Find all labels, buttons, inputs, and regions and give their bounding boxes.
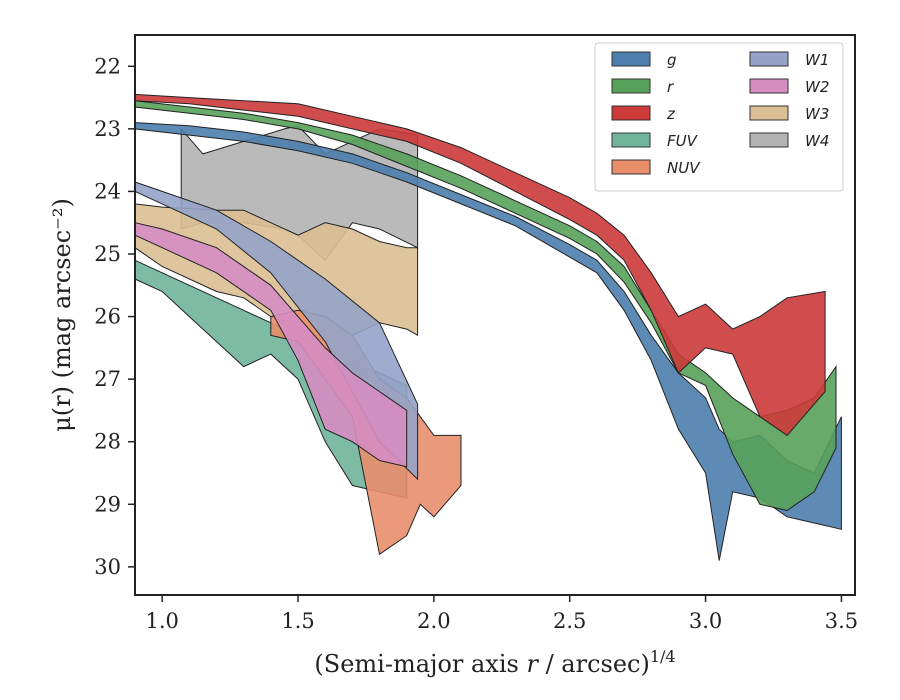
area-W2: [134, 222, 408, 468]
legend-label-W4: W4: [805, 132, 829, 150]
legend-swatch-r: [611, 78, 651, 94]
x-axis-label: (Semi-major axis r / arcsec)1/4: [314, 647, 675, 678]
area-z: [134, 93, 826, 437]
y-tick-label: 28: [94, 430, 121, 454]
legend: grz FUV NUV W1 W2 W3 W4: [594, 42, 844, 192]
legend-swatch-W2: [749, 78, 789, 94]
y-tick-label: 25: [94, 242, 121, 266]
legend-swatch-NUV: [611, 159, 651, 175]
y-tick-label: 29: [94, 492, 121, 516]
legend-label-z: z: [666, 105, 676, 123]
x-tick-label: 1.0: [145, 609, 178, 633]
legend-label-g: g: [667, 51, 677, 69]
y-axis-label: μ(r) (mag arcsec⁻²): [48, 198, 76, 432]
y-tick-label: 24: [94, 179, 121, 203]
legend-label-NUV: NUV: [667, 159, 701, 177]
legend-label-FUV: FUV: [667, 132, 699, 150]
y-tick-label: 26: [94, 305, 121, 329]
legend-swatch-W3: [749, 105, 789, 121]
y-tick-label: 27: [94, 367, 121, 391]
legend-swatch-z: [611, 105, 651, 121]
y-axis: 22 23 24 25 26 27 28 29 30: [94, 54, 135, 579]
legend-swatch-W1: [749, 51, 789, 67]
y-tick-label: 30: [94, 555, 121, 579]
data-areas: [134, 93, 842, 561]
x-axis: 1.0 1.5 2.0 2.5 3.0 3.5: [145, 595, 858, 633]
x-tick-label: 3.5: [825, 609, 858, 633]
x-tick-label: 2.5: [553, 609, 586, 633]
area-r: [134, 100, 837, 512]
legend-swatch-FUV: [611, 132, 651, 148]
x-tick-label: 3.0: [689, 609, 722, 633]
legend-swatch-W4: [749, 132, 789, 148]
legend-label-W3: W3: [805, 105, 829, 123]
legend-label-W2: W2: [805, 78, 829, 96]
legend-label-W1: W1: [805, 51, 829, 69]
y-tick-label: 23: [94, 117, 121, 141]
x-tick-label: 2.0: [417, 609, 450, 633]
y-tick-label: 22: [94, 54, 121, 78]
legend-swatch-g: [611, 51, 651, 67]
plot-frame: [134, 34, 856, 596]
legend-label-r: r: [667, 78, 674, 96]
area-g: [134, 122, 842, 561]
x-tick-label: 1.5: [281, 609, 314, 633]
